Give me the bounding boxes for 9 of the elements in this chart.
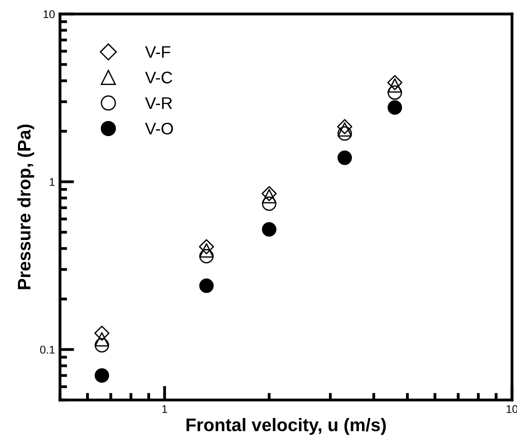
y-axis-title: Pressure drop, (Pa) (17, 124, 34, 290)
legend-label: V-O (145, 122, 173, 135)
legend-label: V-C (145, 72, 172, 84)
y-tick-label: 1 (50, 178, 55, 186)
y-tick-label: 0.1 (40, 346, 55, 354)
legend-label: V-R (145, 97, 172, 109)
y-tick-label: 10 (44, 10, 55, 18)
x-axis-title: Frontal velocity, u (m/s) (186, 418, 386, 435)
legend-label: V-F (145, 46, 170, 58)
